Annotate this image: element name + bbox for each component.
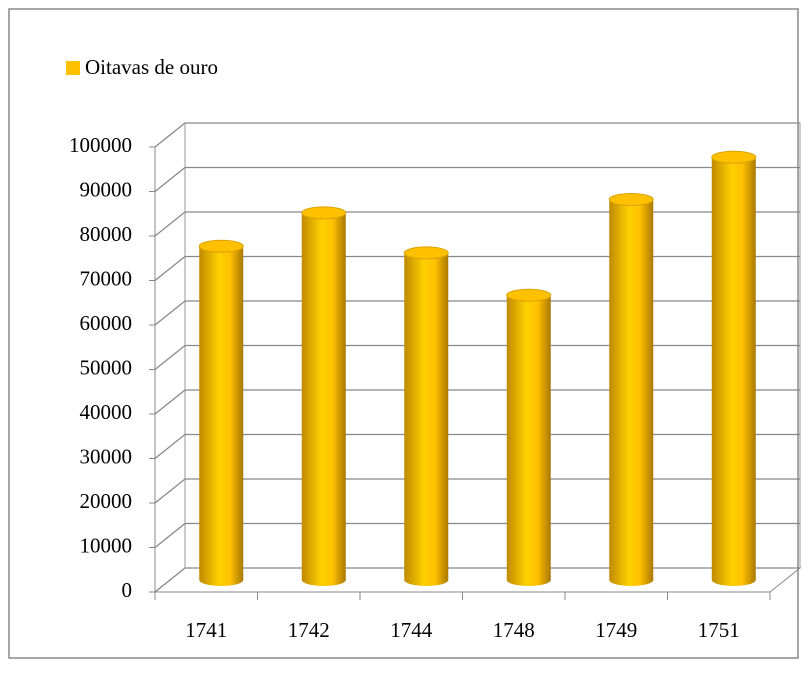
grid-line [154,344,800,371]
grid-line [154,255,800,282]
y-tick-label: 40000 [80,400,133,424]
chart-border [8,8,799,659]
bar-body [301,212,346,580]
grid-line [154,478,800,504]
y-tick-label: 30000 [80,444,133,468]
bar-top [711,150,757,164]
y-tick-label: 20000 [80,489,133,513]
bar [301,206,347,586]
y-tick-label: 60000 [80,311,133,335]
grid-line [154,567,800,593]
bar-top [506,288,552,302]
grid-line [154,522,800,549]
bar-body [404,252,449,581]
grid-line [154,122,800,148]
bar-top [198,239,244,253]
bar-body [711,157,756,580]
legend-swatch [66,61,80,75]
bar [403,246,449,586]
x-tick-label: 1749 [595,618,637,642]
x-tick-label: 1748 [493,618,535,642]
y-tick-label: 10000 [80,533,133,557]
grid-line [154,211,800,237]
y-tick-label: 70000 [80,266,133,290]
x-tick-label: 1751 [698,618,740,642]
y-tick-label: 90000 [80,177,133,201]
bar [506,288,552,586]
x-tick-label: 1744 [390,618,433,642]
bar-body [609,199,654,580]
grid-line [154,300,800,326]
x-tick-label: 1742 [288,618,330,642]
bar-body [199,246,244,580]
bar [711,150,757,586]
x-tick-label: 1741 [185,618,227,642]
bar-top [301,206,347,220]
grid-line [154,166,800,193]
y-tick-label: 100000 [69,133,132,157]
y-tick-label: 0 [122,578,133,602]
legend-label: Oitavas de ouro [85,55,218,79]
bar [198,239,244,586]
bar-top [608,193,654,207]
grid-line [154,433,800,460]
bar-body [506,295,551,580]
y-tick-label: 80000 [80,222,133,246]
y-tick-label: 50000 [80,355,133,379]
grid-line [154,389,800,415]
bar-top [403,246,449,260]
bar [608,193,654,586]
